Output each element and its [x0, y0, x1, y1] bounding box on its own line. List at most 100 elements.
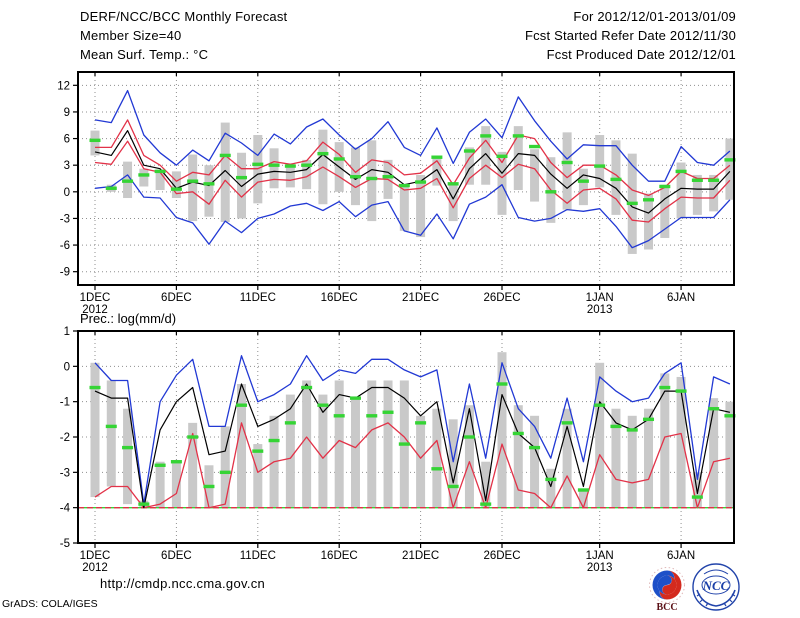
y-tick-label: 9: [64, 107, 70, 119]
observation-dash: [626, 428, 638, 432]
observation-dash: [545, 190, 557, 194]
observation-dash: [301, 385, 313, 390]
bcc-logo-label: BCC: [656, 602, 677, 612]
observation-dash: [382, 410, 394, 414]
x-tick-label: 16DEC: [321, 292, 358, 304]
spread-bar: [530, 415, 540, 508]
observation-dash: [366, 414, 378, 418]
x-tick-label: 26DEC: [483, 292, 520, 304]
observation-dash: [219, 470, 231, 475]
observation-dash: [675, 169, 687, 174]
observation-dash: [529, 144, 541, 149]
bcc-swirl-blue-inner: [657, 575, 672, 595]
observation-dash: [252, 449, 264, 453]
x-tick-label: 6JAN: [667, 550, 695, 562]
y-tick-label: -5: [60, 538, 70, 550]
observation-dash: [610, 177, 622, 182]
produced-date-label: Fcst Produced Date 2012/12/01: [546, 47, 736, 62]
spread-bar: [562, 408, 572, 508]
spread-bar: [155, 169, 165, 191]
observation-dash: [577, 179, 589, 183]
observation-dash: [138, 502, 150, 506]
observation-dash: [89, 138, 101, 143]
surface-temperature-spread-bars: [90, 122, 735, 254]
spread-bar: [399, 184, 409, 231]
observation-dash: [480, 134, 492, 138]
observation-dash: [594, 403, 606, 407]
ncc-logo-label: NCC: [702, 578, 730, 593]
observation-dash: [154, 169, 166, 174]
spread-bar: [692, 174, 702, 215]
observation-dash: [382, 175, 394, 179]
observation-dash: [284, 421, 296, 425]
y-tick-label: -9: [60, 267, 70, 279]
forecast-range-label: For 2012/12/01-2013/01/09: [573, 9, 736, 24]
y-tick-label: 12: [57, 80, 70, 92]
spread-bar: [367, 380, 377, 508]
spread-bar: [725, 138, 735, 200]
spread-bar: [611, 140, 621, 215]
spread-bar: [725, 401, 735, 508]
observation-dash: [480, 502, 492, 506]
observation-dash: [203, 182, 215, 186]
spread-bar: [546, 468, 556, 508]
y-tick-label: 6: [64, 134, 70, 146]
observation-dash: [561, 160, 573, 165]
observation-dash: [138, 173, 150, 177]
observation-dash: [659, 184, 671, 189]
spread-bar: [123, 408, 133, 505]
x-tick-label: 1DEC: [80, 292, 111, 304]
observation-dash: [252, 162, 264, 166]
observation-dash: [122, 179, 134, 183]
spread-bar: [448, 419, 458, 508]
spread-bar: [285, 394, 295, 508]
observation-dash: [317, 403, 329, 407]
y-tick-label: -4: [60, 503, 71, 515]
observation-dash: [236, 403, 248, 407]
observation-dash: [643, 198, 655, 202]
observation-dash: [545, 477, 557, 482]
spread-bar: [171, 461, 181, 508]
y-tick-label: 1: [64, 326, 70, 338]
spread-bar: [204, 165, 214, 217]
spread-bar: [220, 122, 230, 222]
observation-dash: [512, 431, 524, 436]
y-tick-label: -2: [60, 432, 70, 444]
y-tick-label: -3: [60, 213, 70, 225]
observation-dash: [268, 163, 280, 167]
spread-bar: [350, 398, 360, 508]
observation-dash: [187, 435, 199, 439]
x-tick-year-label: 2013: [587, 304, 613, 316]
observation-dash: [659, 385, 671, 390]
bcc-logo-ring: [649, 567, 685, 603]
x-tick-label: 6DEC: [161, 550, 192, 562]
observation-dash: [284, 164, 296, 168]
spread-bar: [676, 376, 686, 508]
surface-temperature-upper-quartile-line: [95, 119, 731, 197]
precipitation-ensemble-min-line: [94, 422, 731, 509]
observation-dash: [691, 178, 703, 182]
surface-temperature-ensemble-min-line: [94, 174, 731, 249]
spread-bar: [416, 174, 426, 238]
y-tick-label: 3: [64, 160, 70, 172]
spread-bar: [90, 362, 100, 498]
x-tick-label: 11DEC: [240, 550, 276, 562]
observation-dash: [708, 407, 720, 411]
x-tick-label: 1DEC: [80, 550, 111, 562]
observation-dash: [561, 421, 573, 425]
observation-dash: [626, 201, 638, 206]
observation-dash: [349, 175, 361, 179]
spread-bar: [367, 140, 377, 222]
spread-bar: [155, 461, 165, 508]
ncc-logo-outer-circle: [692, 563, 740, 611]
spread-bar: [285, 163, 295, 188]
x-tick-label: 6DEC: [161, 292, 192, 304]
observation-dash: [496, 382, 508, 386]
observation-dash: [105, 186, 117, 190]
observation-dash: [724, 158, 736, 162]
precipitation-ensemble-mean-line: [94, 383, 731, 509]
precipitation-spread-bars: [90, 352, 735, 508]
page-title: DERF/NCC/BCC Monthly Forecast: [80, 9, 288, 24]
observation-dash: [333, 157, 345, 161]
